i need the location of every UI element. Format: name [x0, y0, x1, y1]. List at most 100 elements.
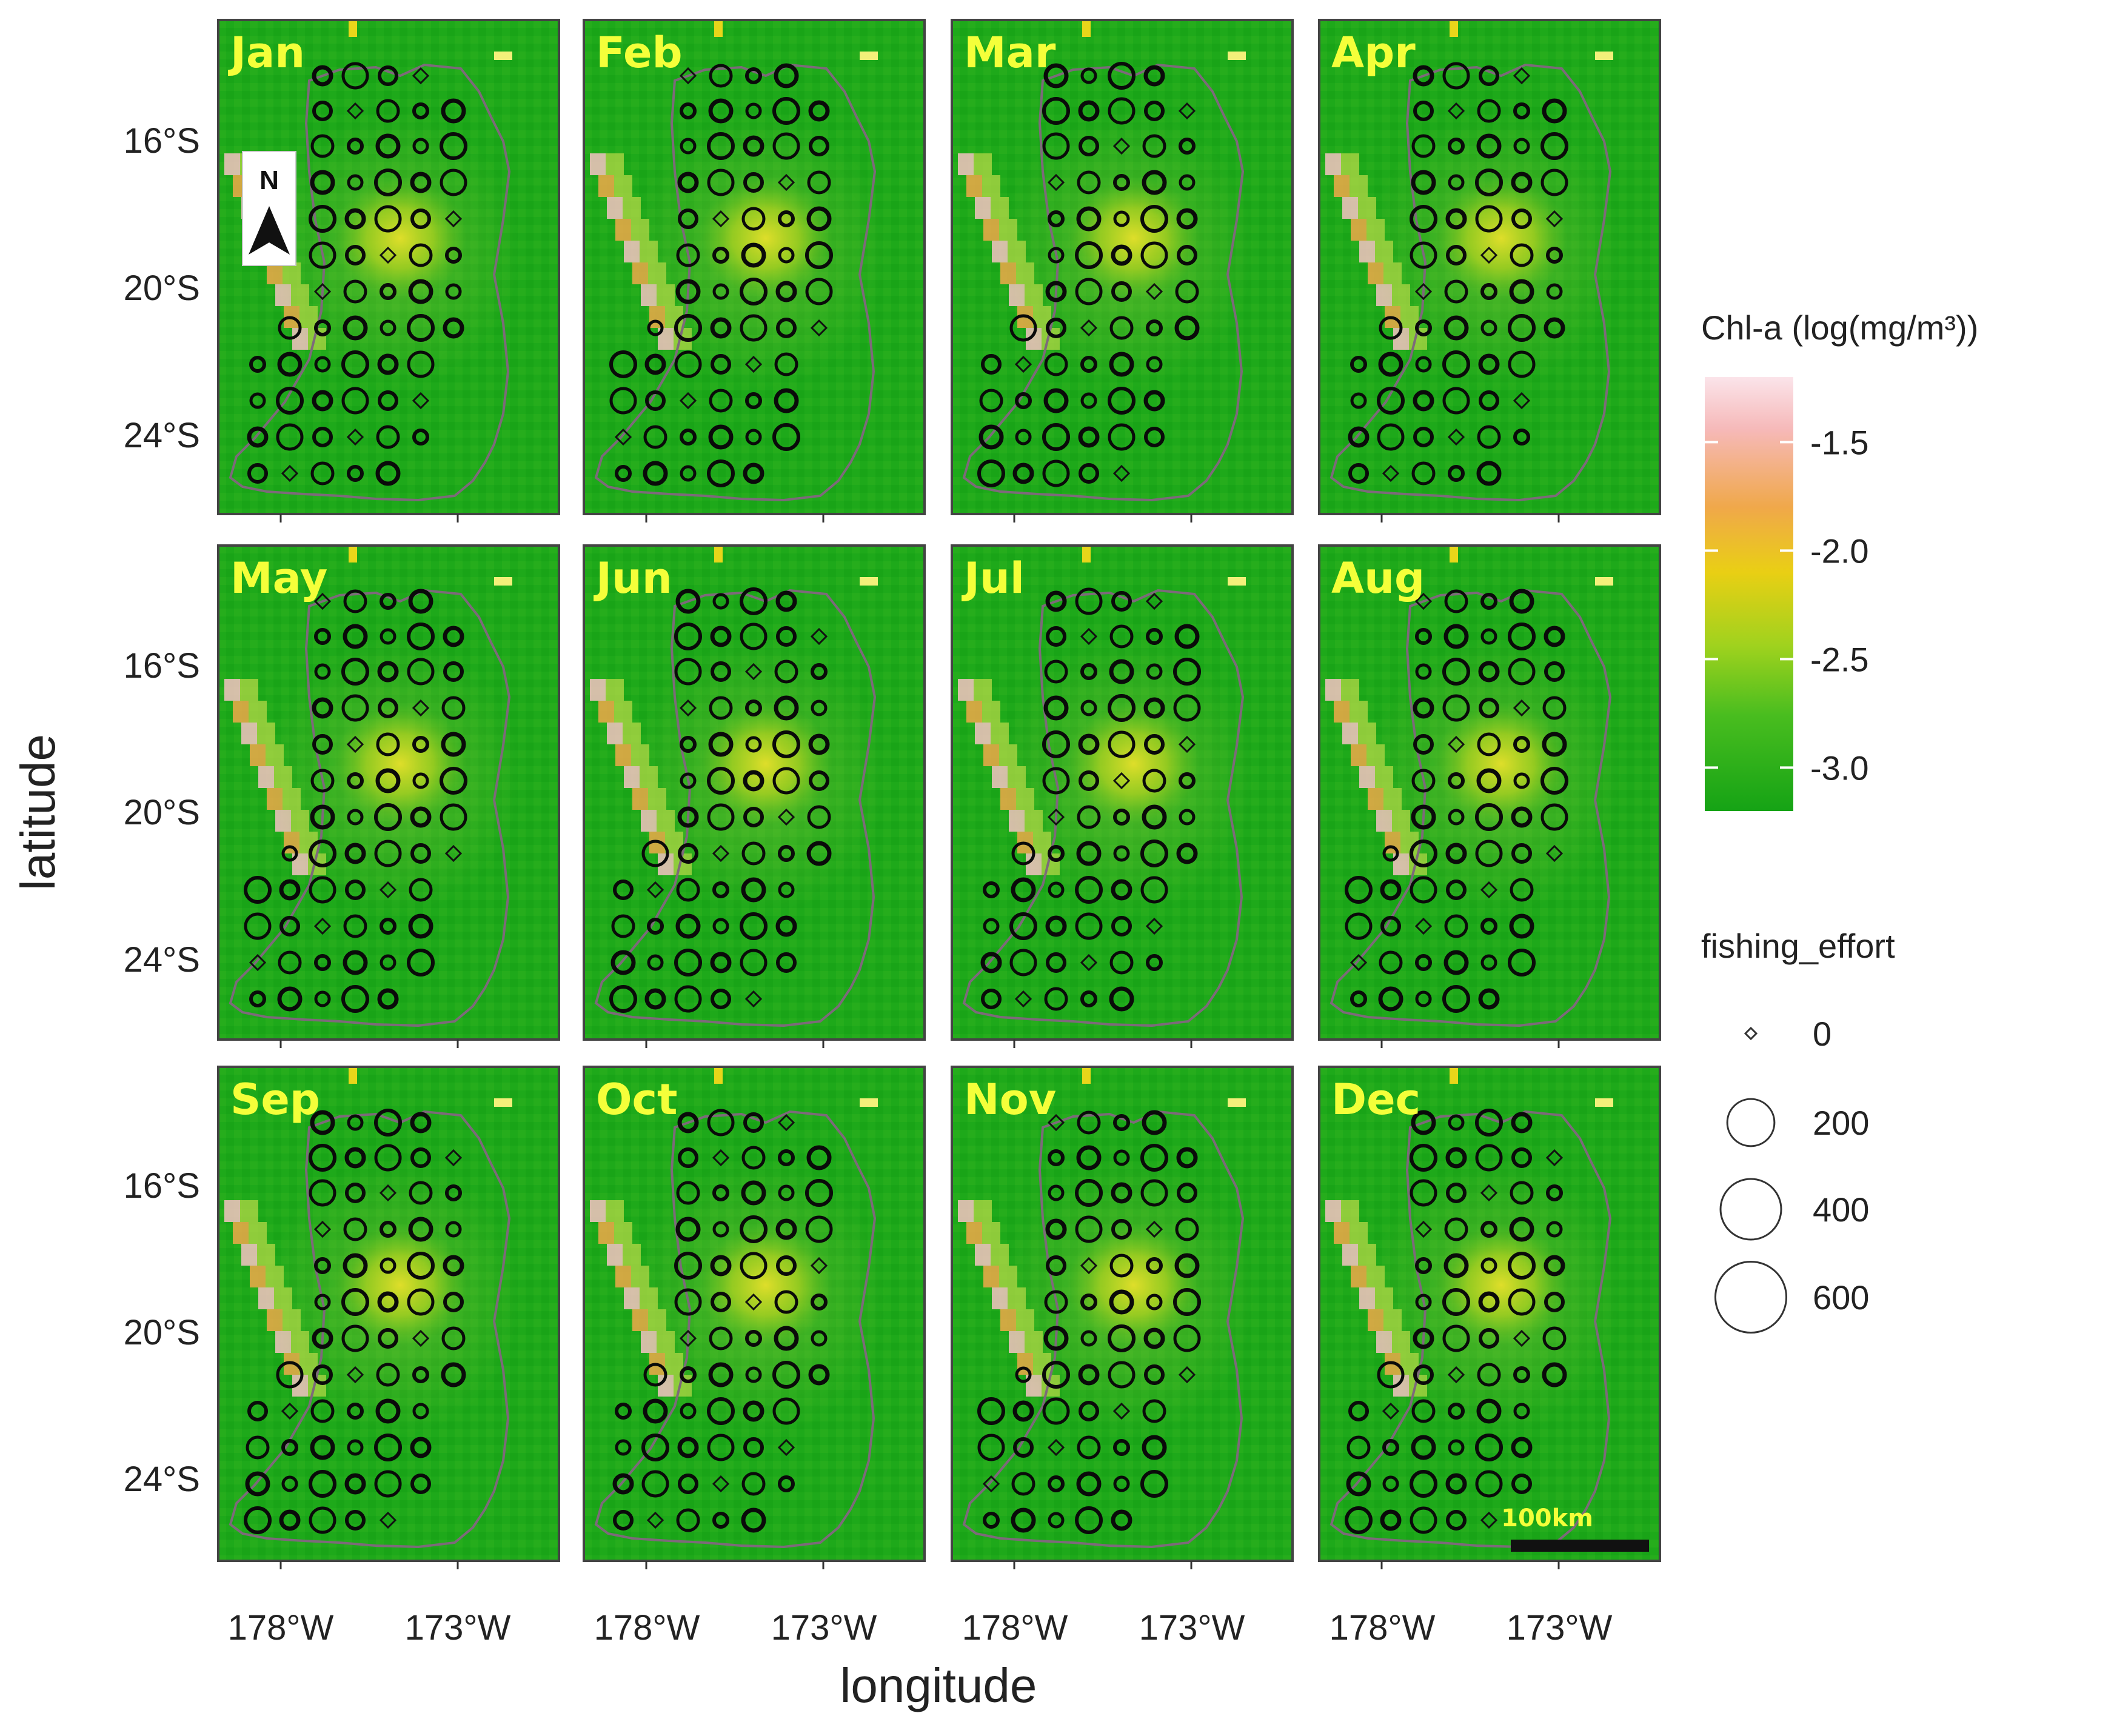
station-circle [247, 426, 269, 448]
station-circle [609, 387, 637, 415]
station-circle [710, 1255, 732, 1277]
effort-key-label: 600 [1813, 1278, 1869, 1317]
station-circle [1480, 593, 1497, 610]
panel-may: May [217, 544, 560, 1048]
station-circle [247, 463, 268, 484]
station-circle [347, 138, 364, 155]
station-circle [1411, 1435, 1436, 1460]
station-circle [343, 624, 368, 649]
x-tick-173w-col2: 173°W [771, 1608, 877, 1648]
station-circle [1379, 950, 1403, 975]
station-circle [407, 658, 435, 686]
station-zero [313, 592, 332, 610]
station-circle [1080, 1294, 1097, 1310]
top-chla-mark [860, 1098, 878, 1107]
station-circle [375, 461, 401, 486]
station-circle [1080, 1330, 1097, 1347]
station-circle [1109, 316, 1134, 340]
station-circle [775, 1218, 797, 1240]
station-circle [312, 697, 333, 719]
station-circle [675, 279, 701, 304]
station-circle [1176, 208, 1198, 230]
station-circle [743, 1437, 764, 1458]
station-circle [680, 1366, 697, 1383]
chla-bloom [1067, 703, 1200, 824]
month-label: Sep [230, 1075, 320, 1124]
station-circle [409, 1181, 433, 1205]
station-zero [712, 210, 730, 228]
station-circle [680, 736, 697, 753]
station-circle [445, 283, 462, 300]
station-circle [1476, 1398, 1502, 1424]
station-circle [1176, 843, 1198, 864]
station-circle [347, 1439, 364, 1456]
station-circle [312, 734, 333, 755]
station-circle [341, 658, 369, 686]
station-circle [281, 845, 298, 862]
station-zero [1414, 1220, 1433, 1238]
station-zero [1513, 699, 1531, 717]
station-circle [641, 1470, 669, 1498]
station-circle [1442, 387, 1470, 415]
station-circle [680, 465, 697, 482]
top-chla-mark [714, 1067, 723, 1084]
station-circle [343, 1253, 368, 1278]
station-circle [1108, 1361, 1136, 1389]
station-circle [740, 587, 768, 615]
station-circle [1508, 1252, 1536, 1280]
station-circle [245, 1471, 270, 1497]
station-circle [1442, 1288, 1470, 1316]
station-circle [1477, 425, 1501, 449]
station-circle [374, 205, 402, 233]
station-circle [347, 1114, 364, 1131]
station-circle [1078, 1364, 1100, 1386]
fishing-stations [244, 589, 467, 1013]
station-circle [1509, 913, 1534, 939]
chla-bloom [1067, 1224, 1200, 1346]
station-zero [1145, 917, 1163, 935]
station-zero [346, 1366, 364, 1384]
station-zero [1480, 1511, 1498, 1529]
station-circle [740, 1215, 768, 1243]
station-circle [1077, 805, 1101, 829]
station-circle [1113, 174, 1130, 191]
effort-key-label: 400 [1813, 1190, 1869, 1229]
station-circle [772, 423, 800, 451]
station-circle [1009, 912, 1037, 940]
fishing-stations [247, 62, 467, 486]
station-zero [712, 844, 730, 863]
station-circle [983, 1512, 1000, 1529]
station-circle [711, 661, 731, 682]
station-circle [1076, 1145, 1102, 1170]
top-chla-mark [349, 1067, 357, 1084]
station-circle [343, 589, 367, 613]
station-circle [1109, 659, 1134, 684]
station-zero [313, 1220, 332, 1238]
scale-bar: 100km [1501, 1504, 1649, 1552]
station-circle [774, 352, 798, 376]
station-zero [346, 102, 364, 120]
station-circle [1508, 949, 1536, 977]
station-circle [712, 881, 729, 898]
station-zero [1014, 990, 1032, 1008]
station-circle [745, 699, 762, 716]
station-circle [374, 803, 402, 831]
station-circle [1046, 1255, 1066, 1276]
station-circle [774, 388, 799, 413]
station-circle [641, 840, 669, 867]
station-circle [314, 628, 331, 645]
fishing-stations [244, 1109, 466, 1534]
station-circle [1042, 423, 1070, 451]
station-circle [1109, 352, 1134, 377]
station-circle [380, 1257, 396, 1274]
station-circle [378, 390, 398, 411]
eez-boundary [594, 589, 877, 1027]
station-circle [314, 356, 331, 373]
station-zero [646, 881, 664, 899]
station-circle [375, 133, 401, 159]
station-circle [805, 1179, 833, 1207]
station-circle [680, 102, 697, 119]
station-circle [1076, 841, 1102, 866]
station-circle [1446, 245, 1467, 265]
top-chla-mark [494, 577, 512, 586]
